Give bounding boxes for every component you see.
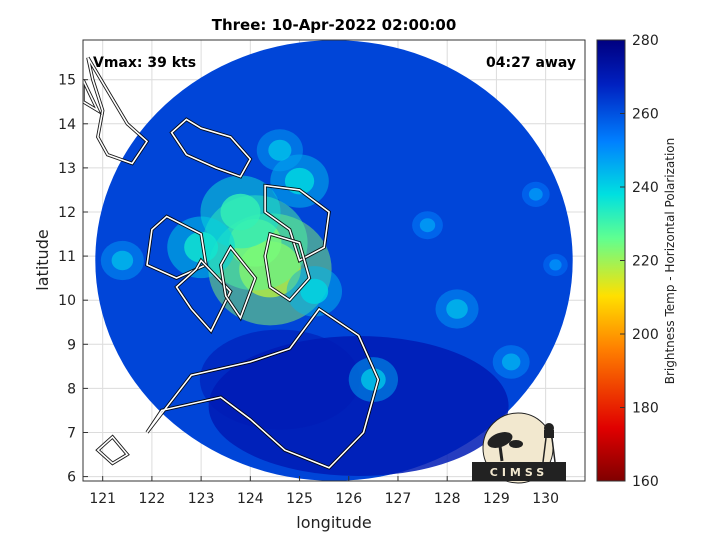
coastlines xyxy=(83,56,381,470)
cold-core xyxy=(256,129,303,172)
y-tick-label: 14 xyxy=(58,117,76,133)
cold-core xyxy=(435,289,479,329)
y-tick-label: 8 xyxy=(67,381,76,397)
y-tick-label: 10 xyxy=(58,293,76,309)
x-ticks: 121 122 123 124 125 126 127 128 129 130 xyxy=(89,476,559,507)
y-tick-label: 9 xyxy=(67,337,76,353)
y-tick-label: 12 xyxy=(58,205,76,221)
distance-annotation: 04:27 away xyxy=(486,55,576,71)
cold-core-center xyxy=(268,139,292,161)
coastline xyxy=(219,245,257,320)
logo-text: CIMSS xyxy=(490,466,548,479)
y-tick-label: 7 xyxy=(67,425,76,441)
y-tick-label: 6 xyxy=(67,470,76,486)
cold-core xyxy=(270,154,329,208)
cold-core-center xyxy=(446,299,468,319)
y-tick-label: 11 xyxy=(58,249,76,265)
coastline xyxy=(87,57,149,165)
cold-core xyxy=(543,253,568,277)
x-axis-label: longitude xyxy=(296,513,371,532)
colorbar-tick-label: 220 xyxy=(632,254,659,270)
x-tick-label: 123 xyxy=(188,491,215,507)
cold-core-center xyxy=(300,278,329,304)
y-axis-label: latitude xyxy=(33,229,52,290)
cold-core-center xyxy=(549,259,562,271)
colorbar-tick-label: 260 xyxy=(632,107,659,123)
coastline xyxy=(264,232,311,302)
cimss-logo: CIMSS xyxy=(472,412,566,484)
cold-core-center xyxy=(220,193,261,231)
chart-title: Three: 10-Apr-2022 02:00:00 xyxy=(212,16,457,34)
x-tick-label: 127 xyxy=(385,491,412,507)
cold-core xyxy=(167,216,235,279)
colorbar-label: Brightness Temp - Horizontal Polarizatio… xyxy=(663,138,677,385)
x-tick-label: 126 xyxy=(335,491,362,507)
colorbar-ticks: 160 180 200 220 240 260 280 xyxy=(620,33,659,490)
y-tick-label: 13 xyxy=(58,161,76,177)
cold-core-center xyxy=(229,219,282,267)
cold-core-center xyxy=(111,250,134,271)
x-tick-label: 128 xyxy=(434,491,461,507)
coastline xyxy=(170,118,252,178)
x-tick-label: 121 xyxy=(89,491,116,507)
cold-core xyxy=(286,266,343,317)
cold-core-center xyxy=(361,368,386,391)
colorbar-tick-label: 180 xyxy=(632,401,659,417)
swath-south-patch xyxy=(199,329,360,430)
cold-core xyxy=(200,175,281,249)
colorbar-tick-label: 200 xyxy=(632,327,659,343)
colorbar-tick-label: 160 xyxy=(632,474,659,490)
coastline xyxy=(83,79,100,113)
coastline xyxy=(96,435,129,465)
cold-core-center xyxy=(184,231,219,263)
cold-core-center xyxy=(501,353,521,371)
cold-core xyxy=(100,240,144,281)
cold-core-center xyxy=(419,218,436,233)
coastline xyxy=(264,184,330,262)
plot-frame xyxy=(82,39,586,482)
colorbar-tick-label: 240 xyxy=(632,180,659,196)
cold-core xyxy=(412,211,443,240)
coastline xyxy=(146,307,380,469)
cold-core-center xyxy=(528,188,543,201)
cold-core xyxy=(492,345,530,379)
x-tick-label: 122 xyxy=(139,491,166,507)
x-tick-label: 125 xyxy=(286,491,313,507)
y-tick-label: 15 xyxy=(58,73,76,89)
y-ticks: 6 7 8 9 10 11 12 13 14 15 xyxy=(58,73,88,486)
swath-field xyxy=(95,40,573,481)
colorbar-tick-label: 280 xyxy=(632,33,659,49)
x-tick-label: 124 xyxy=(237,491,264,507)
coastline xyxy=(146,215,207,279)
x-tick-label: 130 xyxy=(532,491,559,507)
x-tick-label: 129 xyxy=(483,491,510,507)
cold-core xyxy=(521,181,550,207)
swath-south-region xyxy=(199,329,509,477)
cold-core xyxy=(348,357,399,402)
vmax-annotation: Vmax: 39 kts xyxy=(93,55,196,71)
coastline xyxy=(175,259,232,333)
